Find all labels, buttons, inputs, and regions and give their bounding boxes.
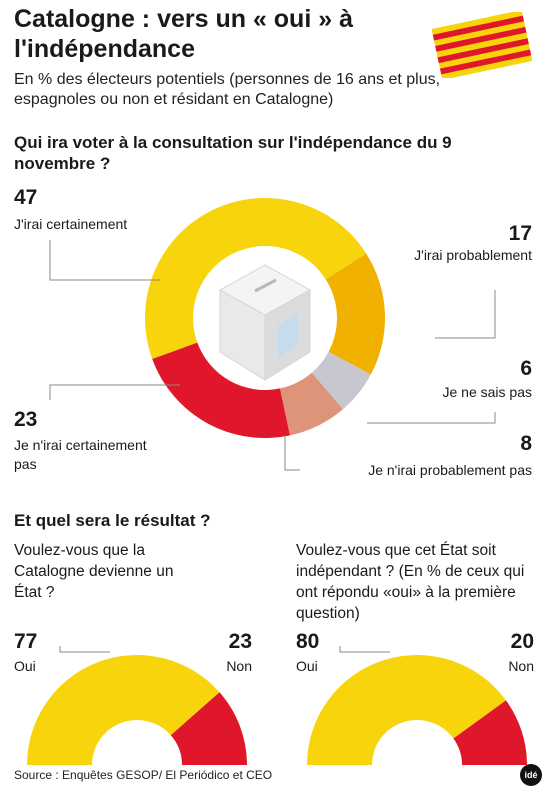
question-independence: Voulez-vous que cet État soit indépendan… — [296, 542, 525, 622]
source-note: Source : Enquêtes GESOP/ El Periódico et… — [14, 768, 273, 782]
value-label-state-oui: 77 — [14, 630, 38, 653]
category-label-certainement: J'irai certainement — [14, 216, 128, 232]
question-state: Voulez-vous que la Catalogne devienne un… — [14, 542, 174, 601]
value-label-indep-oui: 80 — [296, 630, 320, 653]
value-label-indep-non: 20 — [510, 630, 534, 653]
question-result: Et quel sera le résultat ? — [14, 511, 211, 530]
value-label-state-non: 23 — [228, 630, 252, 653]
state-slice-1 — [170, 692, 247, 765]
category-label-indep-non: Non — [508, 658, 534, 674]
category-label-ne-sais-pas: Je ne sais pas — [442, 384, 533, 400]
category-label-certainement-pas: Je n'irai certainement pas — [14, 437, 147, 472]
state-donut-chart — [27, 655, 247, 765]
turnout-slice-3 — [279, 372, 343, 436]
turnout-slice-2 — [311, 351, 371, 410]
category-label-indep-oui: Oui — [296, 658, 318, 674]
page-title: Catalogne : vers un « oui » à l'indépend… — [14, 5, 353, 63]
independence-slice-1 — [453, 700, 527, 765]
value-label-ne-sais-pas: 6 — [520, 357, 532, 380]
ballot-box-icon — [218, 264, 312, 381]
question-turnout: Qui ira voter à la consultation sur l'in… — [14, 133, 452, 173]
category-label-probablement-pas: Je n'irai probablement pas — [368, 462, 532, 478]
page-subtitle: En % des électeurs potentiels (personnes… — [14, 71, 441, 108]
ide-logo-icon: idé — [520, 764, 542, 786]
value-label-certainement-pas: 23 — [14, 408, 38, 431]
value-label-certainement: 47 — [14, 186, 38, 209]
turnout-slice-4 — [152, 342, 290, 439]
independence-slice-0 — [307, 655, 506, 765]
value-label-probablement: 17 — [508, 222, 532, 245]
state-slice-0 — [27, 655, 220, 765]
turnout-donut-chart — [144, 197, 385, 439]
turnout-slice-1 — [325, 253, 385, 375]
category-label-probablement: J'irai probablement — [414, 247, 532, 263]
category-label-state-oui: Oui — [14, 658, 36, 674]
catalan-flag-icon — [432, 12, 532, 78]
turnout-slice-0 — [144, 197, 367, 360]
independence-donut-chart — [307, 655, 527, 765]
value-label-probablement-pas: 8 — [520, 432, 532, 455]
category-label-state-non: Non — [226, 658, 252, 674]
